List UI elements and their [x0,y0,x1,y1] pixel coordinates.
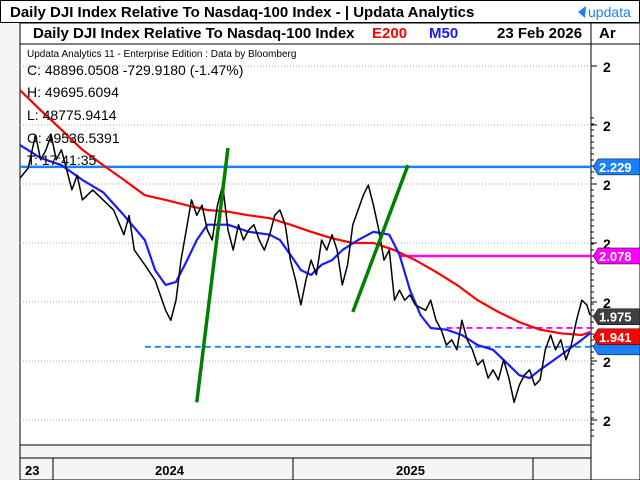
x-tick-label: 2025 [396,463,425,478]
ohlc-close: C: 48896.0508 -729.9180 (-1.47%) [27,62,243,78]
y-tick-label: 2 [603,236,611,252]
panel-title: Daily DJI Index Relative To Nasdaq-100 I… [33,25,355,42]
trend-lines [195,147,410,403]
x-tick-label: 2024 [155,463,185,478]
y-tick-label: 2 [603,295,611,311]
value-tag-label: 2.078 [599,249,632,264]
value-labels: 2.229 2.078 1.941 1.975 [592,158,640,356]
y-tick-label: 2 [603,177,611,193]
y-tick-label: 2 [603,59,611,75]
axis-header: Ar [599,25,616,42]
ohlc-time: T: 17:41:35 [27,152,96,168]
time-axis[interactable] [19,457,592,480]
legend-m50[interactable]: M50 [429,25,458,42]
value-tag [592,247,640,265]
ohlc-high: H: 49695.6094 [27,84,119,100]
value-tag-label: 2.229 [599,160,632,175]
info-block: Updata Analytics 11 - Enterprise Edition… [27,49,296,168]
trend-line [351,164,410,313]
series-lines [19,89,591,404]
ohlc-low: L: 48775.9414 [27,107,117,123]
panel-date: 23 Feb 2026 [497,25,582,42]
horizontal-lines [20,165,591,348]
y-tick-label: 2 [603,413,611,429]
y-axis-labels: 2 2 2 2 2 2 2 [603,59,611,429]
series-e200 [19,89,591,337]
updata-logo: updata [578,4,631,20]
value-tag [592,308,640,325]
series-price [19,134,591,404]
logo-text: updata [588,4,631,20]
logo-arrow-icon [578,6,586,18]
ohlc-open: O: 49536.5391 [27,130,120,146]
x-tick-label: 23 [25,463,39,478]
value-tag-label: 1.975 [599,310,632,325]
value-tag [592,328,640,346]
series-m50 [19,144,591,380]
y-tick-label: 2 [603,118,611,134]
legend-e200[interactable]: E200 [372,25,407,42]
trend-line [195,147,230,403]
value-tag [592,158,640,176]
credit-text: Updata Analytics 11 - Enterprise Edition… [27,49,296,60]
value-tag-label: 1.941 [599,330,632,345]
y-tick-label: 2 [603,354,611,370]
gridlines [20,65,597,437]
scroll-band[interactable] [19,444,592,459]
window-title: Daily DJI Index Relative To Nasdaq-100 I… [10,4,474,21]
